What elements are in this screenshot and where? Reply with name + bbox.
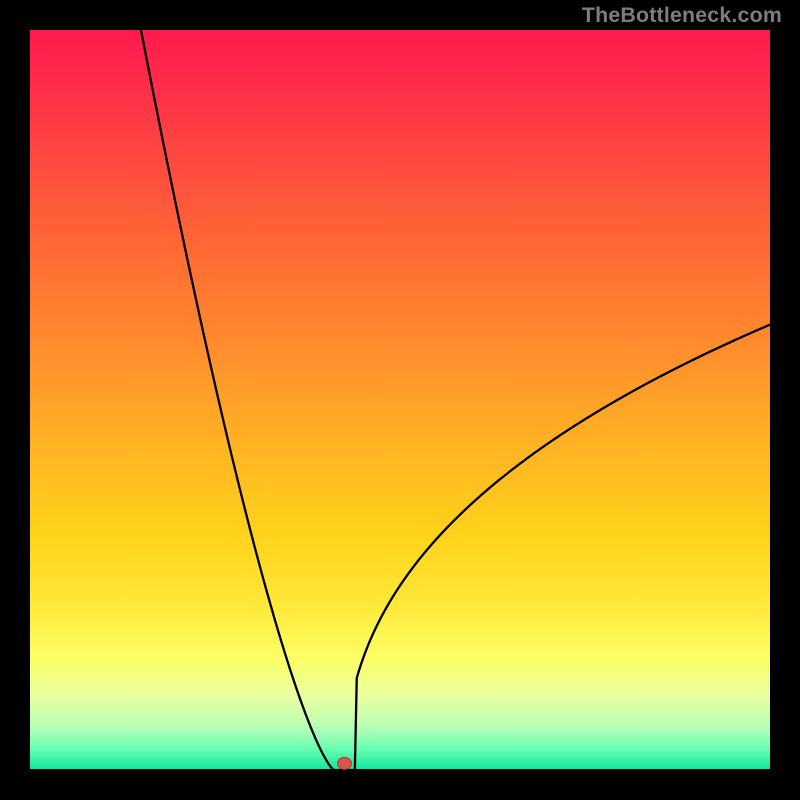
- optimal-point-marker: [338, 757, 352, 769]
- plot-background: [30, 30, 770, 770]
- chart-svg: [0, 0, 800, 800]
- chart-stage: TheBottleneck.com: [0, 0, 800, 800]
